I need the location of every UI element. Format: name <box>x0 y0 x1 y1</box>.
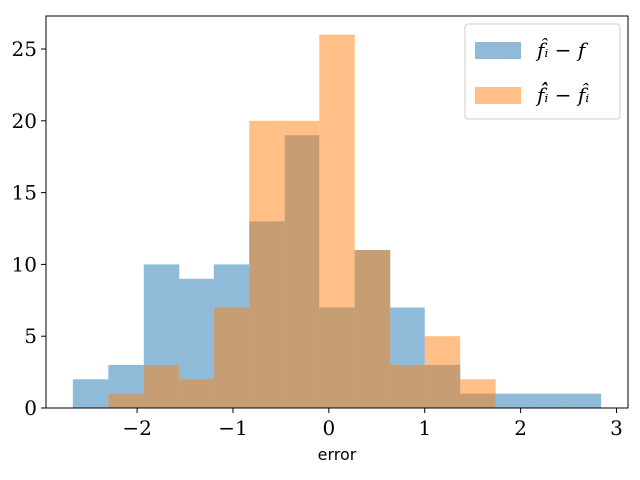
histogram-bar <box>108 393 144 408</box>
y-tick-label: 15 <box>12 181 37 205</box>
histogram-bar <box>72 379 109 408</box>
x-tick-label: −1 <box>218 416 247 440</box>
x-axis-label: error <box>318 445 357 464</box>
legend-entries: f̂ᵢ − f f̂̂ᵢ − f̂ᵢ <box>475 38 590 107</box>
histogram-bar <box>460 379 496 408</box>
legend-swatch <box>475 87 521 104</box>
histogram-bar <box>213 307 250 408</box>
y-axis-ticks: 0 5 10 15 20 25 <box>12 37 46 420</box>
histogram-bar <box>249 120 285 409</box>
histogram-bar <box>319 34 355 409</box>
plot-frame <box>45 15 629 409</box>
histogram-bar <box>495 393 532 408</box>
histogram-bar <box>531 393 567 408</box>
x-tick-label: 0 <box>322 416 335 440</box>
y-tick-label: 20 <box>12 109 37 133</box>
histogram-bar <box>179 379 214 408</box>
x-tick-label: −2 <box>122 416 151 440</box>
histogram-bar <box>566 393 602 408</box>
histogram-bar <box>143 364 180 408</box>
y-tick-label: 0 <box>24 396 37 420</box>
x-tick-label: 1 <box>418 416 431 440</box>
bars-layer <box>72 34 602 409</box>
histogram-bar <box>424 336 461 408</box>
x-tick-label: 3 <box>610 416 623 440</box>
series-2 <box>108 34 496 409</box>
x-axis-ticks: −2 −1 0 1 2 3 <box>122 408 623 440</box>
legend-label: f̂ᵢ − f <box>535 38 589 62</box>
histogram-bar <box>390 364 425 408</box>
legend-label: f̂̂ᵢ − f̂ᵢ <box>535 81 590 107</box>
legend: f̂ᵢ − f f̂̂ᵢ − f̂ᵢ <box>464 23 621 120</box>
x-tick-label: 2 <box>514 416 527 440</box>
histogram-bar <box>354 250 391 408</box>
legend-swatch <box>475 42 521 59</box>
y-tick-label: 5 <box>24 324 37 348</box>
y-tick-label: 25 <box>12 37 37 61</box>
histogram-bar <box>284 120 320 409</box>
y-tick-label: 10 <box>12 252 37 276</box>
